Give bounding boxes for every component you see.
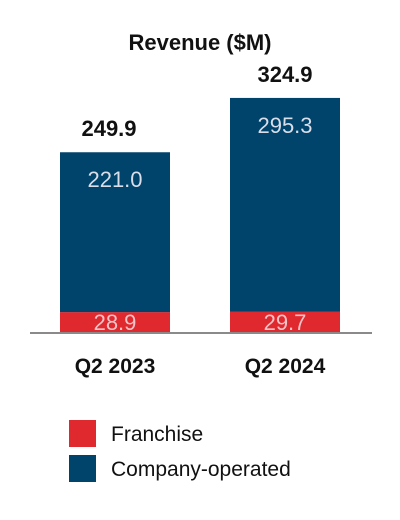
legend-label-company-operated: Company-operated [111,458,291,481]
value-label-company-operated-1: 295.3 [257,113,312,138]
labels-layer: 28.9 221.0 249.9 Q2 2023 29.7 295.3 324.9 Q2 20… [75,62,326,378]
value-label-company-operated-0: 221.0 [87,167,142,192]
chart-title: Revenue ($M) [128,30,271,55]
legend: Franchise Company-operated [69,420,291,482]
category-label-0: Q2 2023 [75,355,156,378]
total-label-0: 249.9 [81,116,136,141]
bar-franchise-1 [230,311,340,333]
legend-swatch-company-operated [69,455,96,482]
bar-company-operated-0 [60,152,170,313]
bar-company-operated-1 [230,97,340,312]
value-label-franchise-0: 28.9 [94,310,137,335]
bars-layer [60,97,340,333]
legend-label-franchise: Franchise [111,423,203,446]
total-label-1: 324.9 [257,62,312,87]
category-label-1: Q2 2024 [245,355,326,378]
legend-swatch-franchise [69,420,96,447]
bar-franchise-0 [60,312,170,333]
value-label-franchise-1: 29.7 [264,310,307,335]
